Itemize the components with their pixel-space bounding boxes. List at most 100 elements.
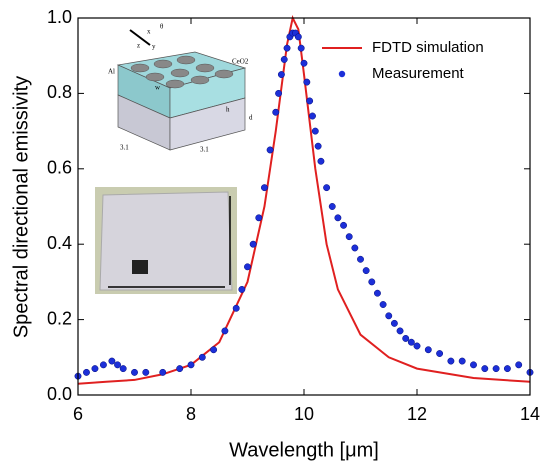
y-tick-label: 0.8 (47, 82, 72, 102)
inset-label: 3.1 (120, 144, 129, 152)
x-axis-label: Wavelength [μm] (229, 439, 379, 461)
scatter-point (385, 312, 393, 320)
base-right (169, 97, 246, 151)
sample (99, 191, 233, 291)
scatter-point (280, 56, 288, 63)
scatter-point (328, 203, 336, 210)
scatter-point (283, 44, 291, 52)
scatter-point (323, 184, 331, 192)
inset-label: y (152, 43, 156, 51)
disc (165, 79, 185, 89)
scatter-point (345, 233, 353, 241)
scatter-point (300, 59, 308, 67)
scatter-point (131, 368, 138, 376)
scatter-point (368, 278, 376, 286)
disc (176, 55, 196, 65)
scatter-point (272, 108, 280, 116)
x-tick-label: 8 (186, 404, 196, 424)
inset-schematic (116, 29, 247, 151)
x-tick-label: 10 (294, 404, 314, 424)
scatter-point (340, 221, 347, 229)
scatter-point (255, 214, 263, 222)
scatter-point (99, 361, 107, 369)
inset-label: CeO2 (232, 58, 249, 66)
scatter-point (238, 285, 246, 293)
inset-label: d (249, 114, 253, 122)
inset-label: Al (108, 68, 115, 76)
legend-label: Measurement (372, 65, 465, 82)
scatter-point (436, 350, 444, 357)
sample-mark (132, 260, 148, 274)
x-tick-label: 14 (520, 404, 540, 424)
scatter-point (232, 304, 240, 312)
scatter-point (244, 263, 251, 271)
scatter-point (424, 346, 432, 354)
x-tick-label: 6 (73, 404, 83, 424)
scatter-point (407, 338, 415, 346)
scatter-point (317, 157, 325, 165)
y-axis-label: Spectral directional emissivity (10, 76, 32, 338)
y-tick-label: 0.6 (47, 158, 72, 178)
scatter-point (492, 365, 500, 373)
discs (130, 55, 234, 89)
y-tick-label: 0.4 (47, 233, 72, 253)
plot-frame (77, 17, 531, 396)
disc (190, 75, 210, 85)
scatter-point (108, 357, 116, 365)
scatter-point (266, 146, 274, 154)
scatter-point (515, 361, 523, 369)
inset-label: w (155, 84, 161, 92)
scatter-point (159, 368, 167, 376)
scatter-point (221, 327, 229, 335)
legend-label: FDTD simulation (372, 39, 484, 56)
scatter-point (396, 327, 404, 335)
scatter-point (83, 368, 90, 376)
scatter-point (91, 365, 99, 373)
y-tick-label: 1.0 (47, 7, 72, 27)
scatter-point (413, 342, 421, 350)
scatter-point (261, 184, 268, 192)
scatter-point (294, 33, 302, 41)
scatter-point (314, 142, 322, 150)
scatter-point (303, 78, 311, 86)
scatter-point (374, 289, 381, 297)
scatter-point (351, 244, 359, 252)
scatter-point (210, 346, 218, 354)
scatter-point (447, 357, 455, 365)
inset-label: θ (160, 23, 164, 31)
scatter-point (249, 240, 257, 248)
scatter-point (187, 361, 195, 369)
scatter-point (390, 319, 398, 327)
scatter-point (470, 361, 477, 369)
inset-photo (95, 187, 237, 294)
y-tick-label: 0.2 (47, 308, 72, 328)
scatter-point (402, 335, 410, 342)
inset-label: z (137, 42, 140, 50)
scatter-point (334, 214, 342, 222)
scatter-point (114, 361, 122, 369)
scatter-point (297, 44, 305, 52)
disc (214, 69, 234, 79)
disc (153, 59, 173, 69)
scatter-point (481, 365, 489, 373)
scatter-point (119, 365, 127, 373)
x-tick-label: 12 (407, 404, 427, 424)
scatter-point (275, 89, 283, 97)
inset-label: x (147, 28, 151, 36)
scatter-point (379, 301, 387, 308)
scatter-point (458, 357, 466, 365)
inset-label: 3.1 (200, 146, 209, 154)
scatter-point (503, 365, 511, 373)
scatter-point (357, 255, 364, 263)
scatter-point (311, 127, 319, 135)
y-tick-label: 0.0 (47, 384, 72, 404)
inset-label: h (226, 106, 230, 114)
scatter-point (142, 368, 150, 376)
disc (145, 72, 165, 82)
legend-swatch (338, 70, 346, 78)
scatter-point (362, 267, 370, 275)
scatter-point (309, 112, 316, 120)
disc (130, 63, 150, 73)
disc (195, 63, 215, 73)
